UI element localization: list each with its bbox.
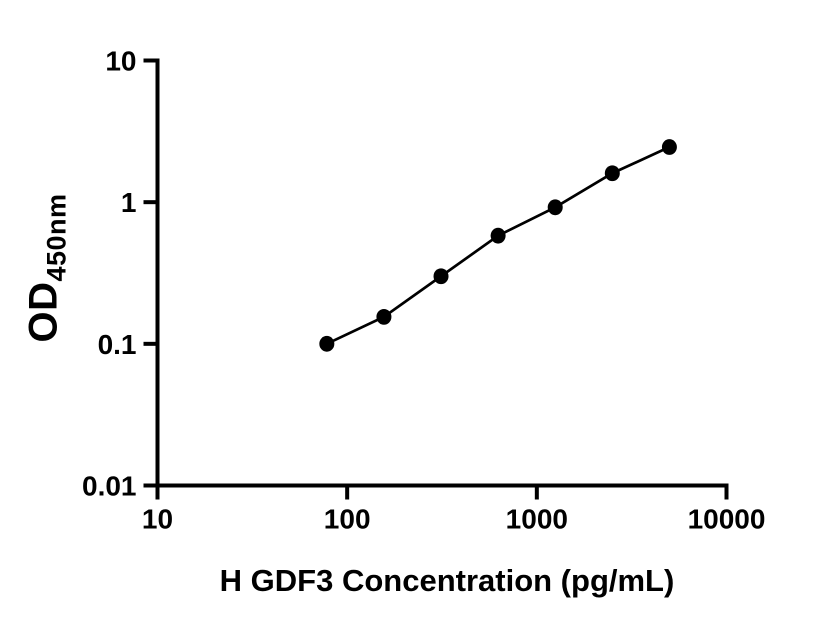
data-point-312.5 [433, 268, 449, 285]
y-tick-label-10: 10 [105, 46, 136, 77]
x-tick-label-100: 100 [324, 504, 371, 535]
x-axis-title: H GDF3 Concentration (pg/mL) [219, 563, 675, 598]
x-tick-label-10000: 10000 [688, 504, 766, 535]
y-tick-label-0.01: 0.01 [82, 471, 137, 502]
y-tick-label-0.1: 0.1 [98, 329, 137, 360]
y-tick-label-1: 1 [121, 187, 137, 218]
data-point-5000 [661, 139, 677, 155]
data-point-2500 [604, 165, 620, 182]
y-axis-title-main: OD [21, 281, 66, 343]
x-tick-label-1000: 1000 [506, 504, 568, 535]
data-point-78.125 [319, 335, 335, 352]
x-tick-label-10: 10 [142, 504, 173, 535]
y-axis-title: OD450nm [22, 193, 73, 342]
data-point-1250 [547, 199, 563, 216]
y-axis-title-subscript: 450nm [41, 193, 72, 282]
data-point-156.25 [376, 308, 392, 325]
data-point-625 [490, 227, 506, 244]
